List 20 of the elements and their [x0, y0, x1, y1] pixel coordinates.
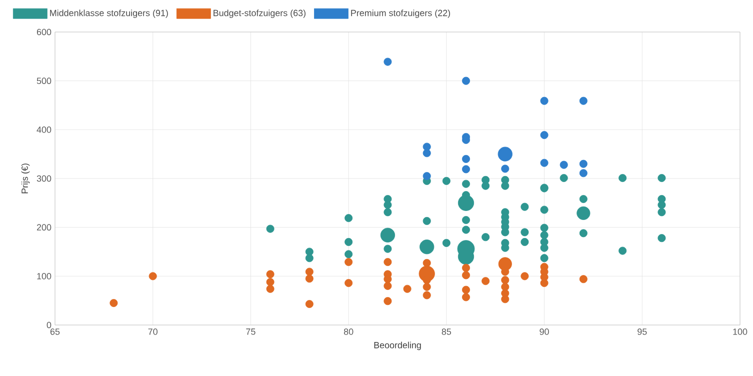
y-tick-label: 100 [37, 272, 52, 280]
x-tick-label: 80 [344, 328, 354, 335]
y-tick-label: 500 [36, 78, 52, 84]
y-tick-label: 300 [36, 175, 52, 182]
x-tick-label: 90 [540, 328, 549, 335]
x-tick-label: 65 [50, 328, 60, 335]
x-tick-label: 70 [148, 328, 158, 335]
legend-label: Middenklasse stofzuigers (91) [50, 10, 168, 18]
y-tick-label: 400 [36, 126, 52, 133]
legend-label: Budget-stofzuigers (63) [214, 10, 306, 18]
y-axis-title: Prijs (€) [21, 164, 30, 194]
x-tick-label: 85 [442, 328, 452, 335]
legend-label: Premium stofzuigers (22) [351, 10, 450, 18]
x-tick-label: 95 [638, 328, 647, 335]
y-tick-label: 200 [36, 224, 52, 231]
y-tick-label: 600 [36, 28, 52, 36]
x-axis-title: Beoordeling [374, 342, 421, 350]
y-tick-label: 0 [46, 322, 52, 328]
x-tick-label: 75 [246, 328, 256, 335]
x-tick-label: 100 [733, 328, 748, 335]
